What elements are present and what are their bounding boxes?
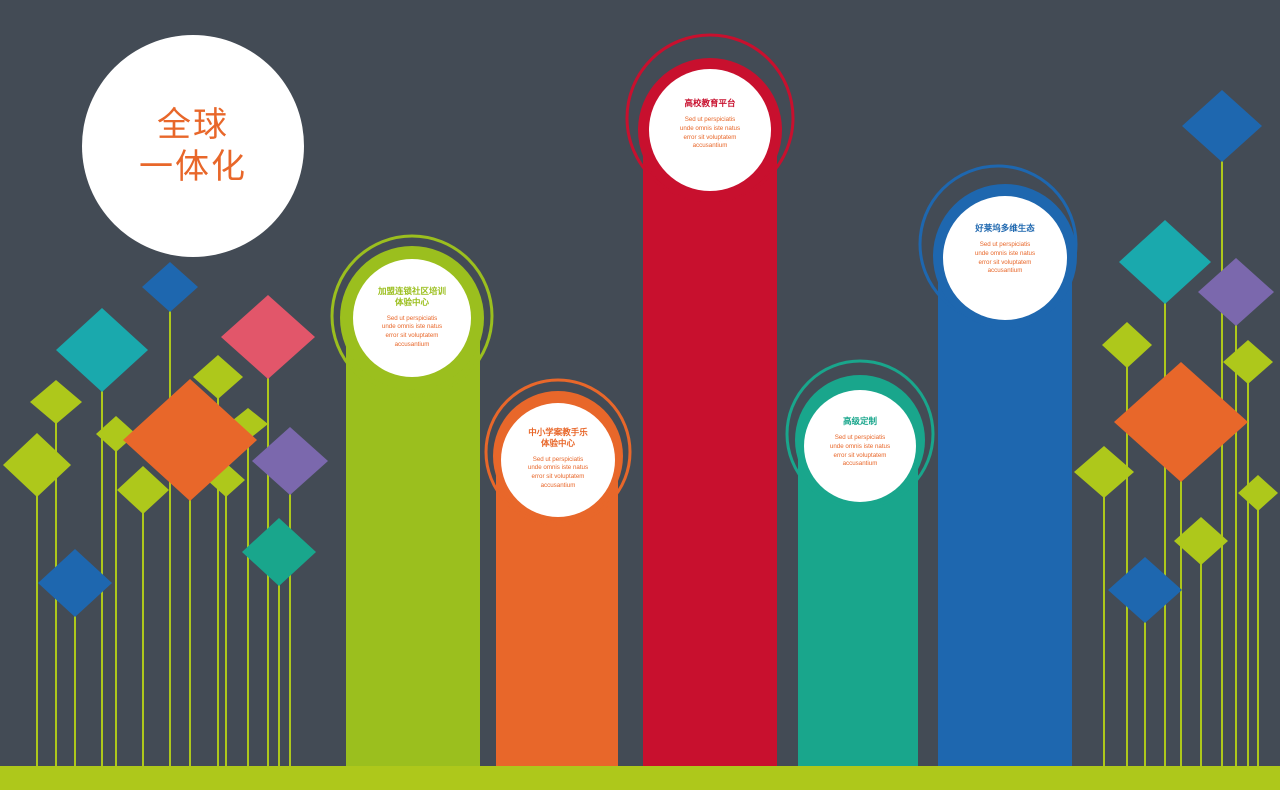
diamond (142, 262, 198, 312)
diamond (1108, 557, 1182, 623)
ground-strip (0, 766, 1280, 790)
column-university (625, 33, 795, 766)
right-diamonds (1074, 90, 1278, 623)
diamond (1174, 517, 1228, 565)
label-title: 高校教育平台 (684, 99, 736, 110)
left-diamonds (3, 262, 328, 617)
column-custom (785, 359, 935, 766)
label-body: Sed ut perspiciatis unde omnis iste natu… (527, 455, 589, 489)
label-body: Sed ut perspiciatis unde omnis iste natu… (974, 241, 1036, 275)
label-hollywood: 好莱坞多维生态 Sed ut perspiciatis unde omnis i… (950, 219, 1060, 281)
label-body: Sed ut perspiciatis unde omnis iste natu… (381, 314, 443, 348)
label-body: Sed ut perspiciatis unde omnis iste natu… (679, 116, 741, 150)
label-title: 中小学案教手乐 体验中心 (528, 427, 588, 449)
title-line-2: 一体化 (139, 147, 247, 187)
diamond (242, 518, 316, 586)
diamond (193, 355, 243, 399)
diamond (1198, 258, 1274, 326)
diamond (38, 549, 112, 617)
diamond (117, 466, 169, 514)
diamond (56, 308, 148, 392)
label-title: 高级定制 (842, 417, 877, 428)
diamond (221, 295, 315, 379)
diamond (1102, 322, 1152, 368)
diamond (96, 416, 136, 452)
diamond (1119, 220, 1211, 304)
label-community: 加盟连锁社区培训 体验中心 Sed ut perspiciatis unde o… (357, 283, 467, 353)
diamond (252, 427, 328, 495)
diamond (1114, 362, 1248, 482)
diamond (1223, 340, 1273, 384)
label-custom: 高级定制 Sed ut perspiciatis unde omnis iste… (810, 412, 910, 474)
diamond (1074, 446, 1134, 498)
label-school: 中小学案教手乐 体验中心 Sed ut perspiciatis unde om… (506, 424, 610, 494)
label-title: 好莱坞多维生态 (975, 224, 1035, 235)
label-university: 高校教育平台 Sed ut perspiciatis unde omnis is… (655, 94, 765, 156)
column-school (484, 378, 632, 766)
title-disc: 全球 一体化 (82, 35, 304, 257)
diamond (1182, 90, 1262, 162)
diamond (1238, 475, 1278, 511)
column-community (330, 234, 494, 766)
label-title: 加盟连锁社区培训 体验中心 (377, 286, 446, 308)
label-body: Sed ut perspiciatis unde omnis iste natu… (829, 434, 891, 468)
title-line-1: 全球 (157, 105, 229, 145)
diamond (123, 379, 257, 501)
column-hollywood (918, 164, 1078, 766)
diamond (3, 433, 71, 497)
diamond (30, 380, 82, 424)
